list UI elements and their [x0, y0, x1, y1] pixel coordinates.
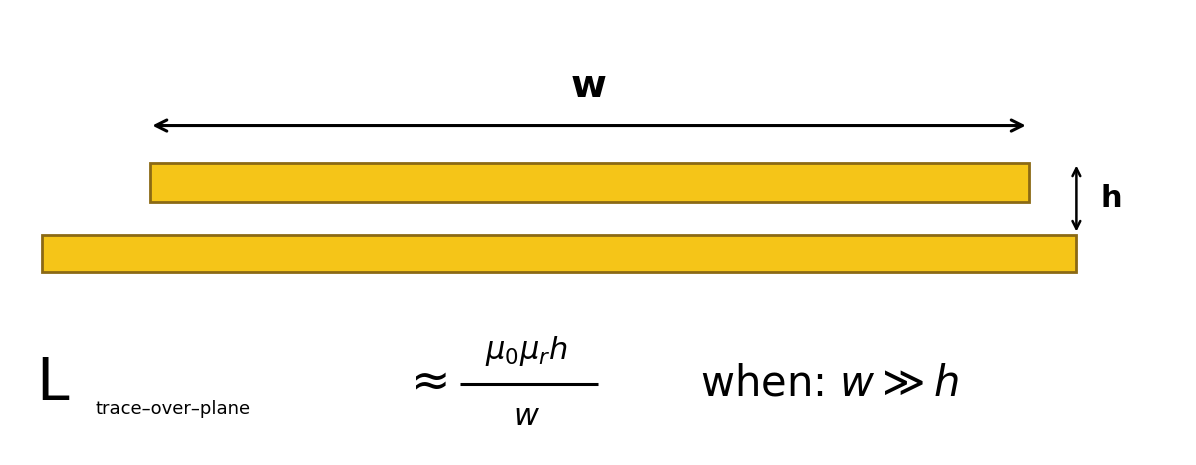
Bar — [150, 163, 1029, 202]
Text: when: $w \gg h$: when: $w \gg h$ — [700, 363, 959, 405]
Text: L: L — [36, 355, 68, 412]
Bar — [42, 235, 1076, 272]
Text: trace–over–plane: trace–over–plane — [96, 400, 251, 418]
Text: ≈: ≈ — [410, 361, 451, 406]
Text: h: h — [1100, 184, 1122, 213]
Text: w: w — [570, 66, 606, 105]
Text: $w$: $w$ — [513, 402, 539, 431]
Text: $\mu_0\mu_r h$: $\mu_0\mu_r h$ — [484, 334, 568, 368]
